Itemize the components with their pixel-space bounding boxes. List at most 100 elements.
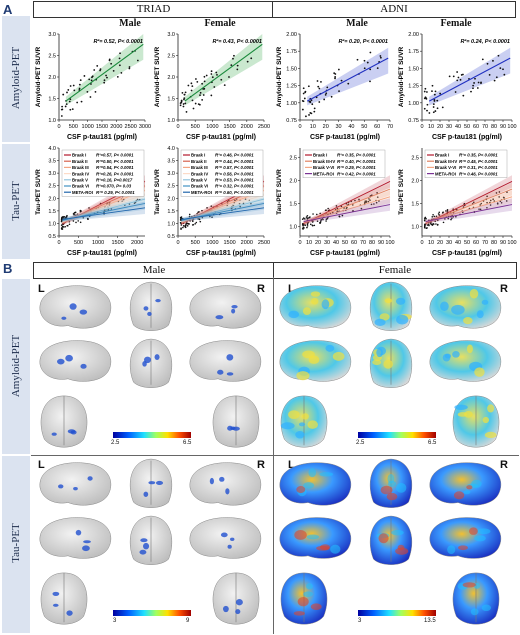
- data-point: [436, 107, 439, 110]
- data-point: [230, 64, 233, 67]
- data-point: [320, 80, 322, 83]
- y-tick-label: 1.5: [48, 209, 56, 215]
- data-point: [436, 219, 439, 222]
- data-point: [481, 58, 484, 61]
- data-point: [128, 67, 131, 70]
- regression-line: [306, 57, 389, 102]
- cb3-min: 3: [113, 618, 117, 624]
- data-point: [423, 219, 426, 222]
- y-tick-label: 0.75: [408, 118, 419, 124]
- stat-annotation: R²= 0.52, P< 0.0001: [93, 38, 143, 45]
- x-tick-label: 2000: [131, 240, 143, 246]
- data-point: [195, 78, 197, 80]
- data-point: [201, 98, 204, 101]
- legend-name: META-ROI: [435, 171, 456, 176]
- title-adni-male: Male: [346, 18, 368, 29]
- y-tick-label: 3.5: [167, 159, 175, 165]
- data-point: [486, 206, 488, 209]
- data-point: [191, 99, 194, 102]
- data-point: [310, 99, 313, 102]
- scatter-triad-female-tau: 0 500 1000 1500 2000 2500 0.5 1.0 1.5 2.0 2.5 3.0 3.…: [154, 146, 270, 257]
- y-axis-label: Amyloid-PET SUVR: [35, 47, 42, 108]
- data-point: [317, 85, 320, 88]
- legend-stat: R²= 0.45, P< 0.0001: [459, 159, 498, 164]
- x-tick-label: 2500: [258, 124, 270, 130]
- legend-name: Braak I: [72, 153, 86, 158]
- data-point: [500, 202, 503, 204]
- data-point: [108, 58, 111, 61]
- series-line: [425, 188, 513, 224]
- data-point: [75, 221, 77, 224]
- data-point: [432, 103, 435, 106]
- data-point: [62, 93, 65, 96]
- data-point: [79, 221, 82, 224]
- data-point: [302, 228, 304, 230]
- panel-a-letter: A: [3, 2, 13, 17]
- data-point: [93, 69, 96, 71]
- data-point: [210, 205, 213, 207]
- data-point: [369, 68, 372, 71]
- stat-annotation: R²= 0.20, P< 0.0001: [338, 38, 388, 45]
- x-tick-label: 20: [315, 240, 321, 246]
- y-tick-label: 0.5: [48, 234, 56, 240]
- data-point: [62, 215, 64, 218]
- data-point: [63, 215, 66, 218]
- y-tick-label: 1.0: [167, 221, 175, 227]
- data-point: [236, 64, 239, 67]
- data-point: [308, 216, 311, 219]
- brain-surface-render: [40, 572, 88, 625]
- data-point: [203, 80, 206, 83]
- scatter-adni-male-amyloid: 0 10 20 30 40 50 60 70 0.75 1.00 1.25 1.50 1.75 2.00 C…: [276, 32, 393, 141]
- data-point: [426, 91, 428, 93]
- data-point: [506, 191, 508, 193]
- data-point: [489, 204, 492, 206]
- x-tick-label: 80: [491, 240, 497, 246]
- x-tick-label: 40: [333, 240, 339, 246]
- y-tick-label: 2.00: [408, 32, 419, 38]
- data-point: [318, 101, 321, 103]
- scatter-triad-female-amyloid: 0 500 1000 1500 2000 2500 1.0 1.5 2.0 2.5 3.0 CSF p…: [154, 32, 270, 141]
- x-tick-label: 1500: [112, 240, 124, 246]
- data-point: [306, 225, 309, 227]
- data-point: [423, 107, 426, 110]
- label-right-b4: R: [500, 459, 508, 471]
- data-point: [486, 195, 488, 198]
- data-point: [184, 91, 187, 94]
- series-line: [303, 196, 391, 223]
- data-point: [376, 196, 379, 198]
- label-left-b1: L: [38, 283, 45, 295]
- legend-stat: R²= 0.57, P< 0.0001: [215, 165, 254, 170]
- data-point: [499, 67, 502, 70]
- legend-stat: R²=0.26, P< 0.0001: [96, 171, 134, 176]
- row-strip-tau-a: [2, 144, 30, 259]
- data-point: [80, 100, 83, 103]
- x-tick-label: 0: [420, 240, 423, 246]
- x-tick-label: 100: [507, 124, 516, 130]
- data-point: [462, 73, 464, 76]
- data-point: [474, 77, 476, 80]
- data-point: [454, 91, 457, 93]
- x-tick-label: 20: [323, 124, 329, 130]
- data-point: [302, 87, 305, 90]
- data-point: [426, 103, 429, 106]
- y-tick-label: 1.5: [289, 202, 297, 208]
- data-point: [478, 208, 480, 210]
- y-tick-label: 1.75: [408, 49, 419, 55]
- data-point: [307, 85, 310, 88]
- data-point: [65, 103, 68, 106]
- data-point: [480, 202, 483, 205]
- row-label-amyloid-b: Amyloid-PET: [10, 334, 22, 398]
- data-point: [301, 218, 304, 220]
- x-tick-label: 10: [428, 240, 434, 246]
- data-point: [197, 103, 200, 105]
- legend-name: Braak III-IV: [435, 159, 457, 164]
- x-tick-label: 50: [464, 124, 470, 130]
- legend-stat: R²= 0.32, P< 0.0001: [215, 184, 254, 189]
- brain-surface-render: [39, 285, 112, 329]
- data-point: [364, 200, 367, 202]
- legend-name: Braak I: [435, 153, 449, 158]
- legend-stat: R²=0.54, P< 0.0001: [96, 165, 134, 170]
- data-point: [88, 78, 91, 81]
- x-tick-label: 500: [69, 124, 78, 130]
- y-tick-label: 1.5: [48, 97, 56, 103]
